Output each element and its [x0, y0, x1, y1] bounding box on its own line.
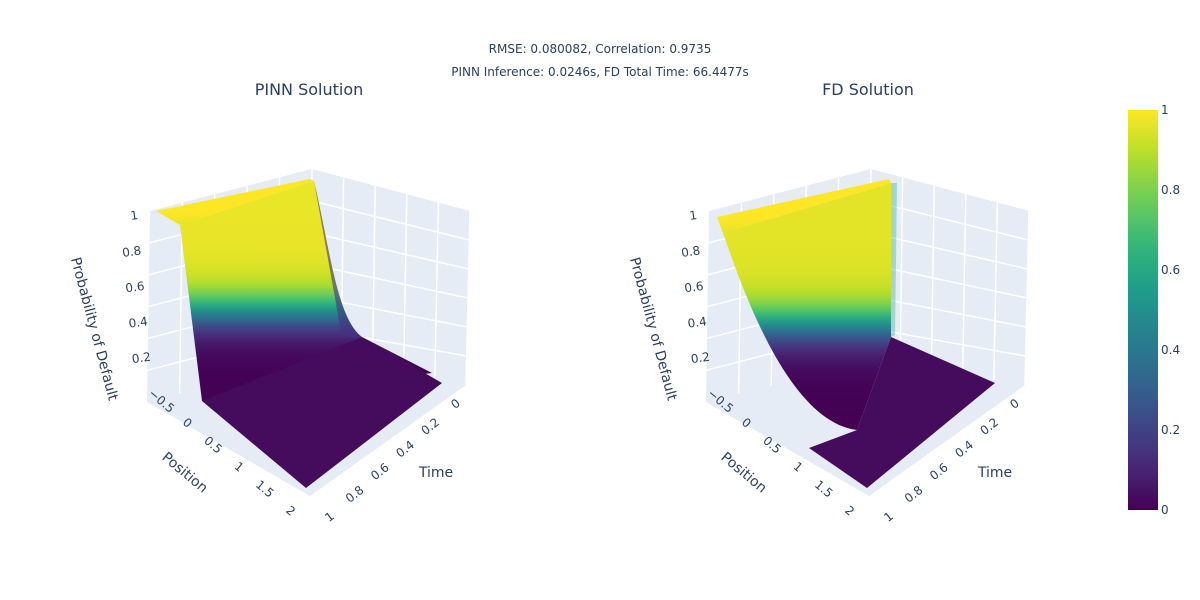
- z-tick-label: 1: [688, 208, 698, 223]
- fd-title: FD Solution: [822, 80, 914, 99]
- colorbar-tick-label: 0.2: [1161, 423, 1180, 437]
- x-tick-label: 1.5: [253, 477, 277, 500]
- y-tick-label: 0: [448, 396, 463, 412]
- x-axis-title: Position: [718, 449, 770, 496]
- y-tick-label: 0.6: [368, 460, 392, 483]
- colorbar-tick-label: 1: [1161, 103, 1169, 117]
- metrics-text: RMSE: 0.080082, Correlation: 0.9735: [489, 42, 712, 56]
- colorbar-tick-label: 0: [1161, 503, 1169, 517]
- y-tick-label: 1: [322, 509, 337, 525]
- colorbar: 0 0.2 0.4 0.6 0.8 1: [1128, 103, 1180, 517]
- fd-scene[interactable]: 0.20.40.60.81−0.500.511.5200.20.40.60.81…: [626, 168, 1030, 525]
- z-axis-title: Probability of Default: [626, 256, 680, 403]
- pinn-title: PINN Solution: [255, 80, 364, 99]
- surface-plateau: [156, 179, 314, 225]
- x-tick-label: 1: [232, 459, 247, 475]
- y-tick-label: 0.2: [978, 415, 1002, 438]
- colorbar-tick-label: 0.8: [1161, 183, 1180, 197]
- surface-plateau: [717, 179, 891, 233]
- y-axis-title: Time: [418, 465, 453, 481]
- timing-text: PINN Inference: 0.0246s, FD Total Time: …: [451, 65, 749, 79]
- z-tick-label: 1: [129, 208, 139, 223]
- x-tick-label: 2: [842, 503, 857, 519]
- x-tick-label: 1: [791, 459, 806, 475]
- y-axis-title: Time: [977, 465, 1012, 481]
- y-tick-label: 0.6: [927, 460, 951, 483]
- z-tick-label: 0.4: [128, 314, 149, 331]
- x-axis-title: Position: [159, 449, 211, 496]
- x-tick-label: 1.5: [812, 477, 836, 500]
- y-tick-label: 0: [1007, 396, 1022, 412]
- y-tick-label: 0.4: [393, 438, 417, 461]
- y-tick-label: 0.4: [952, 438, 976, 461]
- z-tick-label: 0.2: [690, 350, 711, 367]
- z-tick-label: 0.6: [125, 279, 146, 296]
- z-tick-label: 0.6: [684, 279, 705, 296]
- z-tick-label: 0.2: [131, 350, 152, 367]
- y-tick-label: 0.2: [419, 415, 443, 438]
- pinn-scene[interactable]: 0.20.40.60.81−0.500.511.5200.20.40.60.81…: [67, 168, 471, 525]
- surface-floor: [809, 337, 995, 488]
- colorbar-gradient: [1128, 110, 1158, 510]
- surface-slope: [723, 183, 891, 430]
- surface-edge: [314, 181, 362, 337]
- y-tick-label: 1: [881, 509, 896, 525]
- z-tick-label: 0.4: [687, 314, 708, 331]
- y-tick-label: 0.8: [343, 483, 367, 506]
- x-tick-label: 2: [283, 503, 298, 519]
- y-tick-label: 0.8: [902, 483, 926, 506]
- surface-edge: [891, 183, 897, 337]
- colorbar-tick-label: 0.6: [1161, 263, 1180, 277]
- z-axis-title: Probability of Default: [67, 256, 121, 403]
- back-wall-right: [869, 169, 1029, 385]
- colorbar-tick-label: 0.4: [1161, 343, 1180, 357]
- surface-floor: [202, 337, 442, 488]
- z-tick-label: 0.8: [121, 243, 142, 260]
- z-tick-label: 0.8: [680, 243, 701, 260]
